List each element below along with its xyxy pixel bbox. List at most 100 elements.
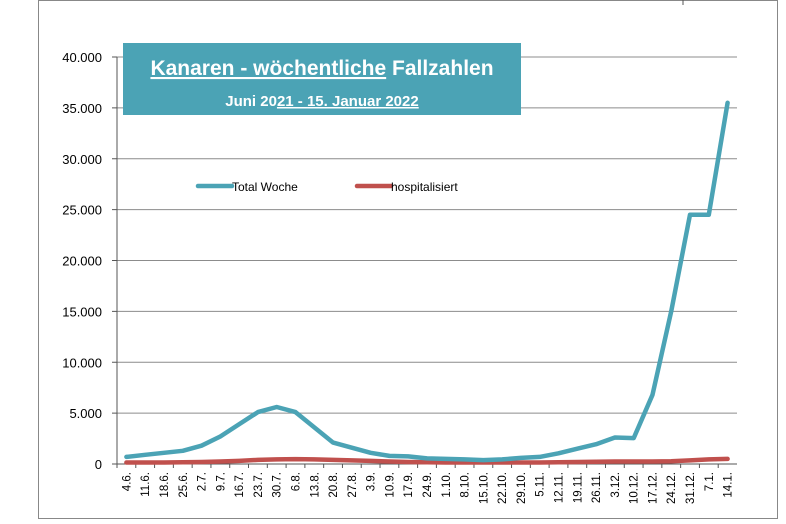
data-point-hospitalisiert [388,460,391,463]
x-tick-label: 20.8. [328,472,340,498]
chart-title-underlined: Kanaren - wöchentliche [150,57,386,80]
data-point-hospitalisiert [425,461,429,464]
x-tick-label: 12.11. [554,472,566,503]
chart-subtitle: Juni 2021 - 15. Januar 2022 [225,93,418,110]
x-tick-label: 18.6. [159,472,171,498]
data-point-total-woche [181,449,184,452]
data-point-hospitalisiert [444,461,447,464]
data-point-total-woche [670,310,673,313]
y-tick-label: 35.000 [62,101,102,116]
data-point-total-woche [632,436,635,440]
x-axis-ticks: 4.6. 11.6. 18.6. 25.6. 2.7. 9.7. 16.7. 23.7. 30.… [116,464,735,504]
x-tick-label: 17.12. [647,472,659,504]
x-tick-label: 9.7. [215,472,227,491]
data-point-total-woche [576,447,579,450]
x-tick-label: 3.9. [366,472,378,491]
data-point-hospitalisiert [519,461,523,464]
x-tick-label: 15.10. [478,472,490,504]
data-point-total-woche [350,446,353,449]
data-point-hospitalisiert [144,461,147,464]
data-point-hospitalisiert [726,457,729,461]
data-point-total-woche [125,455,128,459]
data-point-total-woche [294,410,297,414]
data-point-total-woche [538,455,541,459]
data-point-total-woche [651,393,654,396]
data-point-total-woche [388,454,391,458]
series-lines [124,100,730,465]
data-point-hospitalisiert [256,458,260,462]
data-point-hospitalisiert [557,461,560,464]
data-point-hospitalisiert [162,461,166,464]
data-point-total-woche [256,410,260,414]
data-point-hospitalisiert [594,460,598,463]
x-tick-label: 8.10. [460,472,472,498]
data-point-total-woche [444,457,447,461]
data-point-hospitalisiert [407,460,410,464]
x-tick-label: 10.9. [384,472,396,498]
data-point-total-woche [237,423,241,426]
data-point-hospitalisiert [275,458,278,461]
x-tick-label: 6.8. [290,472,302,491]
x-tick-label: 10.12. [629,472,641,504]
x-tick-label: 13.8. [309,472,321,498]
legend: Total Woche hospitalisiert [195,180,458,194]
x-tick-label: 4.6. [121,472,133,491]
data-point-total-woche [519,456,523,460]
chart-subtitle-plain: Juni 20 [225,93,277,110]
x-tick-label: 5.11. [535,472,547,497]
data-point-total-woche [482,458,485,462]
data-point-hospitalisiert [313,458,316,461]
data-point-hospitalisiert [632,460,635,463]
x-tick-label: 27.8. [347,472,359,498]
data-point-total-woche [369,451,372,454]
data-point-total-woche [501,458,504,461]
y-tick-label: 10.000 [62,355,102,370]
x-tick-label: 25.6. [178,472,190,498]
data-point-hospitalisiert [350,459,353,462]
data-point-total-woche [613,436,617,439]
data-point-total-woche [219,435,222,438]
data-point-hospitalisiert [651,460,654,463]
data-point-total-woche [557,452,560,455]
y-tick-label: 20.000 [62,254,102,269]
data-point-hospitalisiert [219,460,222,463]
data-point-hospitalisiert [463,461,466,464]
data-point-hospitalisiert [688,459,692,462]
title-background [123,43,521,115]
x-tick-label: 19.11. [572,472,584,503]
data-point-total-woche [594,443,598,446]
data-point-hospitalisiert [670,460,673,463]
chart-subtitle-underlined: 21 - 15. Januar 2022 [277,93,419,110]
data-point-total-woche [144,453,147,456]
x-tick-label: 22.10. [497,472,509,504]
x-tick-label: 30.7. [272,472,284,498]
x-tick-label: 3.12. [610,472,622,498]
x-tick-label: 7.1. [704,472,716,491]
y-axis-ticks: 0 5.000 10.000 15.000 20.000 25.000 30.000 35.0… [62,50,117,472]
data-point-hospitalisiert [125,461,128,464]
data-point-hospitalisiert [181,461,184,464]
y-tick-label: 25.000 [62,203,102,218]
data-point-total-woche [200,444,203,447]
x-tick-label: 11.6. [140,472,152,497]
data-point-total-woche [313,426,316,429]
data-point-total-woche [688,213,692,216]
x-tick-label: 29.10. [516,472,528,504]
y-tick-label: 30.000 [62,152,102,167]
x-tick-label: 1.10. [441,472,453,498]
data-point-hospitalisiert [294,457,297,461]
data-point-hospitalisiert [576,460,579,464]
data-point-hospitalisiert [200,460,203,464]
data-point-hospitalisiert [237,459,241,463]
x-tick-label: 2.7. [197,472,209,491]
chart-title: Kanaren - wöchentliche Fallzahlen [150,57,493,80]
title-box: Kanaren - wöchentliche Fallzahlen Juni 2… [123,43,521,115]
data-point-total-woche [407,455,410,458]
y-tick-label: 15.000 [62,304,102,319]
y-tick-label: 0 [95,457,102,472]
data-point-total-woche [707,213,710,216]
data-point-total-woche [463,458,466,461]
data-point-hospitalisiert [613,460,617,463]
y-tick-label: 40.000 [62,50,102,65]
